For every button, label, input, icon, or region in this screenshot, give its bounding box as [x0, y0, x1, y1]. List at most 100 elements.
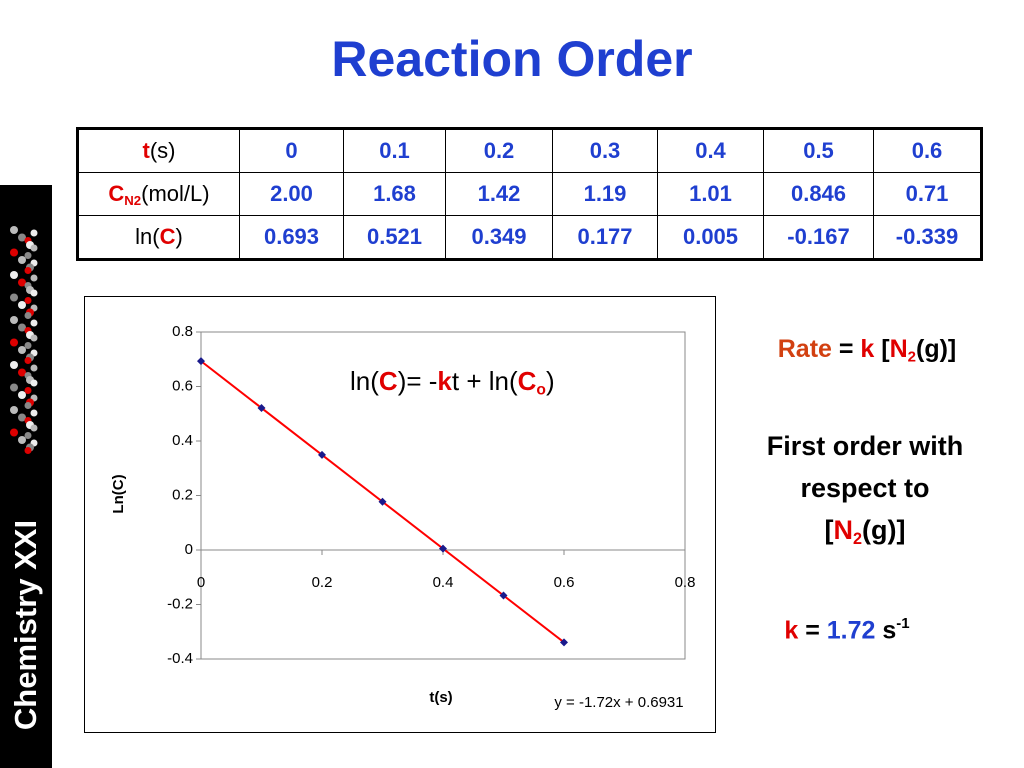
- chart-annotation: ln(C)= -kt + ln(Co): [350, 366, 555, 400]
- atom: [30, 319, 38, 327]
- atom: [18, 413, 26, 422]
- table-cell: 0.6: [873, 128, 982, 173]
- atom: [24, 387, 32, 394]
- text-run: ln(: [135, 224, 160, 249]
- text-line: respect to: [730, 467, 1000, 509]
- text-run: (mol/L): [141, 180, 210, 206]
- data-point: [378, 497, 387, 506]
- y-tick-label: 0.4: [172, 432, 193, 449]
- atom: [30, 379, 38, 387]
- text-run: [: [874, 335, 890, 363]
- table-cell: 1.42: [445, 172, 553, 216]
- data-point: [197, 357, 205, 366]
- row-label: CN2(mol/L): [77, 172, 240, 216]
- text-line: First order with: [730, 425, 1000, 467]
- text-run: N: [833, 515, 854, 545]
- text-run: o: [536, 381, 546, 399]
- row-label: t(s): [77, 128, 240, 173]
- atom: [10, 383, 18, 392]
- table-cell: 0.005: [657, 215, 764, 260]
- table-cell: 0.521: [343, 215, 446, 260]
- data-point: [499, 591, 508, 600]
- atom: [24, 402, 32, 409]
- atom: [18, 346, 26, 354]
- text-run: k: [437, 366, 452, 396]
- sidebar-label: Chemistry XXI: [8, 519, 43, 731]
- row-label: ln(C): [77, 215, 240, 260]
- atom: [24, 312, 32, 319]
- text-run: C: [517, 366, 537, 396]
- text-run: N: [889, 335, 908, 363]
- x-tick-label: 0: [197, 574, 205, 591]
- atom: [10, 293, 18, 302]
- data-point: [257, 404, 266, 413]
- y-tick-label: 0.2: [172, 486, 193, 503]
- text-run: (s): [149, 138, 176, 163]
- data-point: [439, 544, 447, 553]
- atom: [30, 334, 38, 342]
- atom: [30, 424, 38, 432]
- atom: [10, 428, 18, 437]
- y-axis-title: Ln(C): [110, 474, 127, 513]
- text-run: )= -: [397, 366, 438, 396]
- y-tick-label: -0.4: [167, 650, 193, 667]
- atom: [24, 267, 32, 274]
- table-cell: 0: [239, 128, 344, 173]
- table-row: t(s) 0 0.1 0.2 0.3 0.4 0.5 0.6: [77, 128, 982, 173]
- table-cell: 0.1: [343, 128, 446, 173]
- atom: [24, 252, 32, 259]
- atom: [18, 301, 26, 309]
- text-run: 2: [907, 348, 917, 366]
- text-run: t + ln(: [451, 366, 518, 396]
- molecule-decoration: [10, 226, 38, 454]
- atom: [10, 226, 18, 234]
- table-row: CN2(mol/L) 2.00 1.68 1.42 1.19 1.01 0.846 0.71: [77, 172, 982, 216]
- text-run: s: [875, 616, 897, 645]
- text-run: Rate: [777, 335, 832, 363]
- atom: [30, 274, 38, 282]
- text-run: First order with: [766, 431, 964, 461]
- text-run: (g)]: [916, 335, 957, 363]
- atom: [24, 357, 32, 364]
- atom: [30, 244, 38, 252]
- order-note: First order with respect to [N2(g)]: [730, 425, 1000, 560]
- sidebar: [0, 185, 52, 768]
- atom: [10, 406, 18, 414]
- text-run: C: [378, 366, 398, 396]
- text-run: 2: [853, 529, 863, 548]
- atom: [18, 278, 26, 287]
- y-tick-label: 0.6: [172, 377, 193, 394]
- chart: -0.4-0.200.20.40.60.80 0.2 0.4 0.6 0.8t(s)Ln…: [110, 323, 695, 711]
- table-cell: 0.2: [445, 128, 553, 173]
- data-table: t(s) 0 0.1 0.2 0.3 0.4 0.5 0.6 CN2(mol/L) 2.00 1.6…: [76, 127, 983, 261]
- table-cell: 0.71: [873, 172, 982, 216]
- table-cell: 0.3: [552, 128, 658, 173]
- y-tick-label: 0.8: [172, 323, 193, 340]
- atom: [24, 432, 32, 439]
- chart-frame: -0.4 -0.2 0 0.2 0.4 0.6 0.8 0 0.2 0.4 0.6 0.8 t(s) Ln…: [84, 296, 716, 733]
- text-run: =: [798, 616, 827, 645]
- text-run: (g)]: [862, 515, 906, 545]
- text-run: C: [159, 224, 176, 249]
- text-run: ): [545, 366, 555, 396]
- text-run: ln(: [350, 366, 379, 396]
- table-cell: 0.5: [763, 128, 874, 173]
- atom: [18, 368, 26, 377]
- data-point: [318, 450, 326, 459]
- atom: [10, 271, 18, 279]
- text-run: respect to: [800, 473, 930, 503]
- text-run: ): [175, 224, 183, 249]
- atom: [10, 338, 18, 347]
- text-run: =: [831, 335, 861, 363]
- table-cell: 0.349: [445, 215, 553, 260]
- table-cell: 1.01: [657, 172, 764, 216]
- table-cell: 0.4: [657, 128, 764, 173]
- atom: [10, 316, 18, 324]
- atom: [18, 436, 26, 444]
- atom: [24, 447, 32, 454]
- atom: [18, 323, 26, 332]
- text-line: [N2(g)]: [730, 509, 1000, 560]
- table-cell: 2.00: [239, 172, 344, 216]
- x-tick-label: 0.2: [312, 574, 333, 591]
